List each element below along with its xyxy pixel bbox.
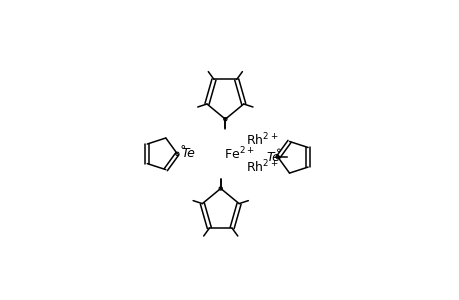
Text: Te: Te <box>181 147 195 160</box>
Text: Rh$^{2+}$: Rh$^{2+}$ <box>246 132 278 149</box>
Text: Fe$^{2+}$: Fe$^{2+}$ <box>223 146 254 163</box>
Text: Te: Te <box>266 151 280 164</box>
Text: Rh$^{2+}$: Rh$^{2+}$ <box>246 159 278 175</box>
